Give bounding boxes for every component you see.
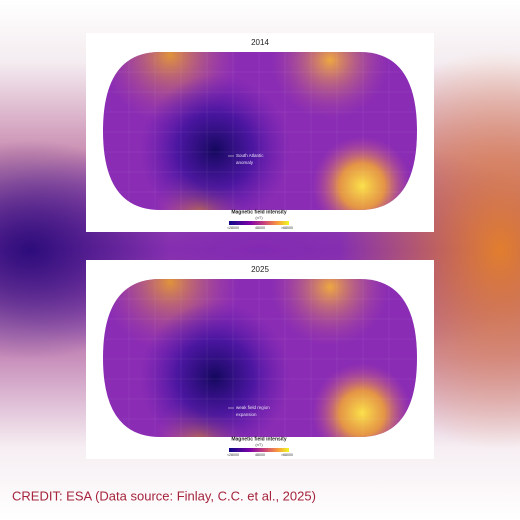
map-panel: 2014 South Atlantic anomaly Magnetic field … — [86, 33, 434, 232]
field-region — [103, 279, 417, 437]
world-map — [103, 52, 417, 210]
colorbar-label: 48000 — [255, 453, 265, 457]
colorbar-label: 48000 — [255, 226, 265, 230]
colorbar-label: >68000 — [281, 226, 293, 230]
panel-year: 2025 — [251, 265, 269, 274]
world-map — [103, 279, 417, 437]
credit: CREDIT: ESA (Data source: Finlay, C.C. e… — [12, 488, 316, 503]
annotation: weak field region — [236, 405, 270, 410]
colorbar-label: <28000 — [227, 453, 239, 457]
legend-unit: (nT) — [255, 442, 263, 447]
legend-title: Magnetic field intensity — [231, 436, 287, 442]
map-panel: 2025 weak field region expansion Magnetic f… — [86, 260, 434, 459]
legend-unit: (nT) — [255, 215, 263, 220]
colorbar — [229, 221, 289, 225]
panel-year: 2014 — [251, 38, 269, 47]
colorbar-label: >68000 — [281, 453, 293, 457]
annotation: expansion — [236, 412, 257, 417]
legend-title: Magnetic field intensity — [231, 209, 287, 215]
field-region — [103, 52, 417, 210]
colorbar-label: <28000 — [227, 226, 239, 230]
annotation: anomaly — [236, 160, 254, 165]
annotation: South Atlantic — [236, 153, 264, 158]
colorbar — [229, 448, 289, 452]
